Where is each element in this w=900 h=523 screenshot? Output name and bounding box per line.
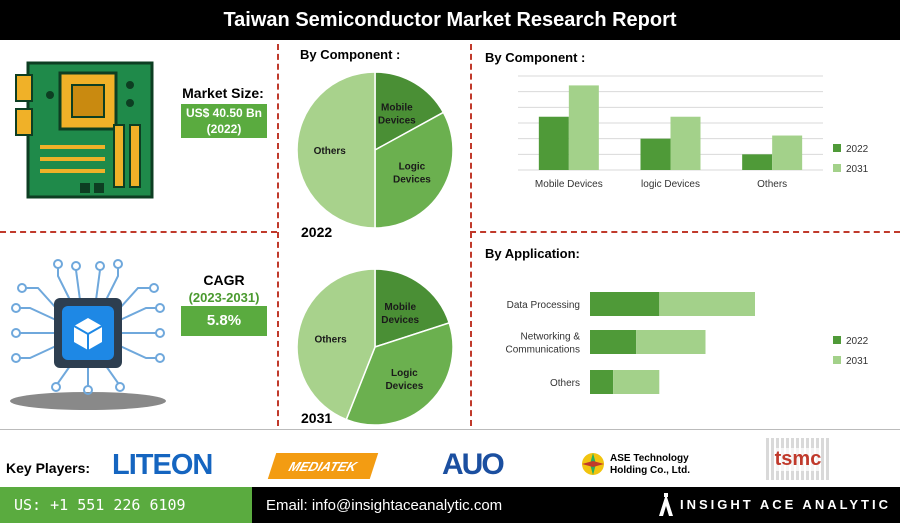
footer-email: Email: info@insightaceanalytic.com <box>266 496 503 514</box>
tsmc-logo-box: tsmc <box>766 438 830 480</box>
divider-left-horizontal <box>0 231 277 233</box>
pie-slice-2022-2 <box>296 71 376 229</box>
hbar-1-0 <box>590 330 637 354</box>
pie-label-2031-0-1: Devices <box>381 315 419 326</box>
logo-tsmc: tsmc <box>774 447 822 471</box>
footer-phone: US: +1 551 226 6109 <box>0 487 252 523</box>
pie-slice-2022-1 <box>374 111 454 229</box>
hbar-0-1 <box>659 292 755 316</box>
bar-2-0 <box>742 154 773 170</box>
ase-logo-icon <box>582 453 604 475</box>
divider-bottom <box>0 429 900 430</box>
bar-1-0 <box>640 138 671 170</box>
bar-category-label-2: Others <box>757 179 787 190</box>
cagr-value: 5.8% <box>181 306 267 336</box>
bar-component-title: By Component : <box>485 50 586 65</box>
circuit-board-icon <box>15 61 154 199</box>
pie-label-2022-0-1: Devices <box>378 116 416 127</box>
bar-0-1 <box>568 85 599 170</box>
pie-label-2022-1-1: Devices <box>393 174 431 185</box>
bar-chart-application: Data Processing Networking & Communication… <box>506 292 869 394</box>
bar-chart-component: Mobile Devices logic Devices Others 2022 203… <box>518 75 869 190</box>
market-size-value: US$ 40.50 Bn <box>185 106 263 120</box>
divider-right-horizontal <box>470 231 900 233</box>
pie-label-2022-2-0: Others <box>314 146 347 157</box>
app-legend-label-0: 2022 <box>846 336 869 347</box>
legend-label-0: 2022 <box>846 144 869 155</box>
hbar-2-0 <box>590 370 614 394</box>
legend-label-1: 2031 <box>846 164 869 175</box>
pie-slice-2022-0 <box>374 71 445 152</box>
pie-slice-2031-1 <box>345 321 454 426</box>
pie-chart-2031: Mobile Devices Logic Devices Others <box>296 268 454 426</box>
market-size-box: US$ 40.50 Bn (2022) <box>181 104 267 138</box>
logo-mediatek: MEDIATEK <box>267 453 379 479</box>
hbar-1-1 <box>636 330 706 354</box>
logo-ase: ASE Technology Holding Co., Ltd. <box>610 453 690 476</box>
bar-1-1 <box>670 116 701 170</box>
logo-liteon: LITEON <box>112 449 213 481</box>
app-legend-label-1: 2031 <box>846 356 869 367</box>
pie-chart-2022: Mobile Devices Logic Devices Others <box>296 71 454 229</box>
page-title: Taiwan Semiconductor Market Research Rep… <box>0 0 900 40</box>
hbar-category-label-2-0: Others <box>550 378 580 389</box>
pie-label-2022-0-0: Mobile <box>381 103 413 114</box>
pie-label-2031-0-0: Mobile <box>384 302 416 313</box>
divider-right <box>470 44 472 426</box>
bar-category-label-0: Mobile Devices <box>535 179 603 190</box>
bar-2-1 <box>772 135 803 170</box>
cagr-period: (2023-2031) <box>188 290 260 305</box>
hbar-category-label-1-0: Networking & <box>521 332 581 343</box>
logo-auo: AUO <box>442 448 505 481</box>
hbar-category-label-1-1: Communications <box>506 345 580 356</box>
app-legend-swatch-0 <box>833 336 841 344</box>
pie-slice-2031-2 <box>296 268 376 421</box>
pie-label-2022-1-0: Logic <box>399 161 426 172</box>
pie-year-2031: 2031 <box>301 410 333 426</box>
bar-category-label-1: logic Devices <box>641 179 700 190</box>
cpu-chip-icon <box>10 259 166 410</box>
divider-left <box>277 44 279 426</box>
footer-brand: INSIGHT ACE ANALYTIC <box>680 497 891 512</box>
pie-label-2031-2-0: Others <box>314 335 347 346</box>
market-size-year: (2022) <box>206 122 242 136</box>
bar-application-title: By Application: <box>485 246 580 261</box>
pie-year-2022: 2022 <box>301 224 333 240</box>
pie-section-title: By Component : <box>300 47 401 62</box>
pie-slice-2031-0 <box>374 268 451 349</box>
app-legend-swatch-1 <box>833 356 841 364</box>
market-size-label: Market Size: <box>182 85 264 101</box>
pie-label-2031-1-1: Devices <box>385 381 423 392</box>
key-players-label: Key Players: <box>6 460 91 476</box>
legend-swatch-0 <box>833 144 841 152</box>
legend-swatch-1 <box>833 164 841 172</box>
cagr-label: CAGR <box>203 272 245 288</box>
hbar-0-0 <box>590 292 660 316</box>
footer-email-bar: Email: info@insightaceanalytic.com <box>252 487 900 523</box>
brand-logo-icon <box>659 493 673 516</box>
pie-label-2031-1-0: Logic <box>391 368 418 379</box>
bar-0-0 <box>538 116 569 170</box>
hbar-category-label-0-0: Data Processing <box>507 300 580 311</box>
hbar-2-1 <box>613 370 660 394</box>
